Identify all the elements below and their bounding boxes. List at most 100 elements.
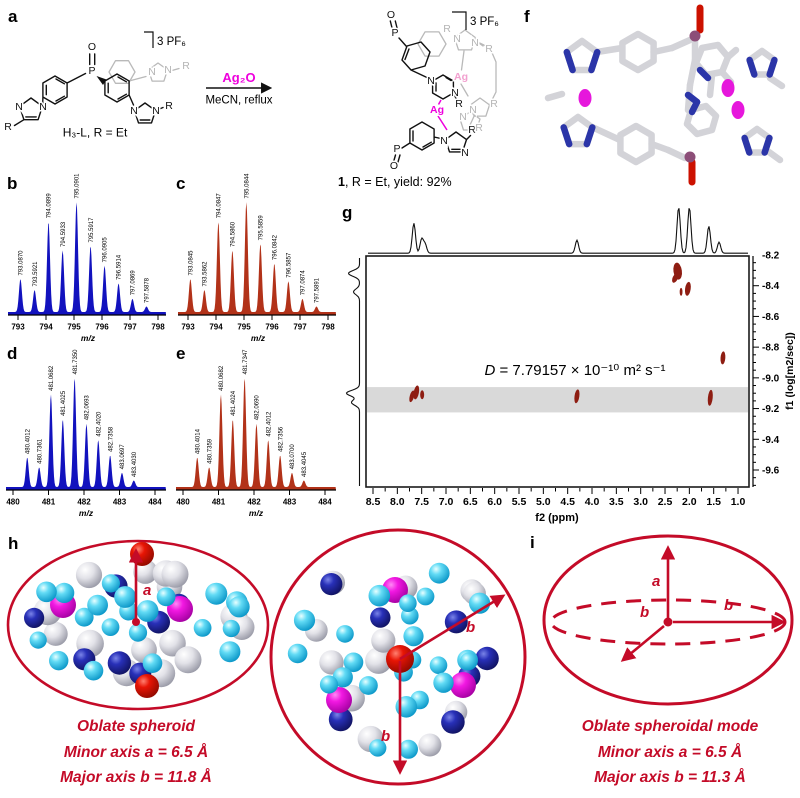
atom-sphere (101, 618, 120, 636)
peak-label: 793.0845 (189, 250, 195, 276)
stick-ring (617, 122, 655, 166)
counterion-right: 3 PF₆ (470, 16, 499, 28)
atom-sphere (450, 672, 476, 698)
atom-sphere (135, 674, 159, 698)
major-axis-letter-lower: b (381, 728, 390, 745)
x-tick-label: 7.0 (439, 496, 454, 508)
x-tick-label: 484 (148, 498, 162, 507)
stick-ring (619, 30, 657, 74)
peak-label: 794.5860 (231, 221, 237, 247)
ligand-skeleton (13, 53, 164, 127)
atom-sphere (319, 675, 339, 694)
oblate-ellipse-outline (6, 539, 270, 711)
atom-sphere (293, 609, 316, 631)
product-caption: 1, R = Et, yield: 92% (338, 175, 452, 189)
atom-label-ghost: N (453, 33, 461, 45)
carbon-stick (664, 146, 689, 162)
ghost-imidazole-ring (128, 62, 180, 82)
atom-sphere (29, 631, 47, 649)
peak-label: 795.0844 (245, 173, 251, 199)
diffusion-projection (345, 258, 361, 486)
peak-label: 797.0874 (301, 270, 307, 296)
panel-label-c: c (176, 174, 185, 193)
peak-label: 480.0682 (219, 365, 225, 391)
panel-label-d: d (7, 344, 17, 363)
atom-label-ghost: R (485, 43, 493, 55)
y-tick-label: -8.8 (762, 343, 780, 354)
peak-label: 481.7350 (73, 349, 79, 375)
atom-label: R (165, 100, 173, 112)
nitrogen-stick (588, 48, 601, 74)
dosy-peak (707, 389, 713, 406)
peak-label: 481.4024 (231, 390, 237, 416)
peak-label: 483.0700 (290, 444, 296, 470)
atom-sphere (399, 739, 418, 759)
atom-label-ghost: R (475, 122, 483, 134)
atom-sphere (174, 646, 202, 674)
solvent-label: MeCN, reflux (205, 95, 272, 107)
x-axis-title: m/z (251, 333, 266, 343)
x-tick-label: 798 (151, 323, 165, 332)
x-tick-label: 795 (237, 323, 251, 332)
x-tick-label: 2.5 (658, 496, 673, 508)
caption-major-axis: Major axis b = 11.8 Å (60, 769, 212, 786)
atom-sphere (83, 660, 104, 681)
atom-sphere (460, 652, 478, 670)
x-tick-label: 8.0 (390, 496, 405, 508)
atom-sphere (441, 710, 465, 734)
plot-border (365, 255, 750, 488)
major-circle-outline (269, 528, 527, 786)
nitrogen-stick (688, 98, 701, 116)
atom-sphere (54, 582, 75, 604)
atom-label: R (4, 121, 12, 133)
x-tick-label: 798 (321, 323, 335, 332)
peak-label: 482.7358 (108, 426, 114, 452)
x-axis-title: f2 (ppm) (535, 512, 579, 524)
dosy-peak (420, 390, 425, 400)
atom-sphere (219, 641, 241, 663)
atom-sphere (328, 707, 353, 732)
x-tick-label: 5.5 (512, 496, 527, 508)
spheroid-center-dot (663, 617, 673, 627)
counterion-bracket-right (452, 11, 467, 30)
spheroid-outline (542, 534, 794, 706)
dosy-peak (720, 351, 726, 365)
atom-sphere (136, 600, 159, 622)
atom-sphere (130, 542, 154, 566)
spheroid-a-label: a (652, 573, 660, 590)
panel-label-h: h (8, 534, 18, 553)
x-tick-label: 480 (176, 498, 190, 507)
atom-sphere (343, 652, 364, 673)
atom-label: O (390, 160, 398, 172)
atom-sphere (101, 574, 120, 593)
x-tick-label: 4.0 (585, 496, 600, 508)
atom-label: O (88, 41, 96, 53)
carbon-stick (668, 36, 694, 52)
silver-atom (721, 79, 735, 97)
peak-label: 483.0697 (120, 444, 126, 470)
x-tick-label: 483 (283, 498, 297, 507)
carbon-stick (544, 90, 566, 102)
phosphorus-atom (689, 30, 701, 42)
x-tick-label: 8.5 (366, 496, 381, 508)
spectrum-curve (176, 378, 336, 490)
carbon-stick (686, 56, 699, 89)
silver-label-ghost: Ag (454, 71, 468, 83)
x-tick-label: 794 (209, 323, 223, 332)
atom-sphere (369, 739, 387, 757)
spheroid-diagram: a b b Oblate spheroidal mode Minor axis … (542, 534, 794, 786)
spheroid-b-label-right: b (724, 597, 733, 614)
atom-label-ghost: N (459, 111, 467, 123)
x-tick-label: 793 (181, 323, 195, 332)
y-tick-label: -9.4 (762, 435, 780, 446)
peak-label: 796.0842 (273, 234, 279, 260)
dosy-peak (574, 389, 580, 404)
atom-sphere (87, 594, 108, 616)
panel-label-f: f (524, 7, 530, 26)
silver-label: Ag (430, 104, 444, 116)
peak-label: 794.0899 (47, 193, 53, 219)
x-tick-label: 1.5 (706, 496, 721, 508)
peak-label: 483.4030 (132, 451, 138, 477)
atom-sphere (319, 650, 344, 675)
